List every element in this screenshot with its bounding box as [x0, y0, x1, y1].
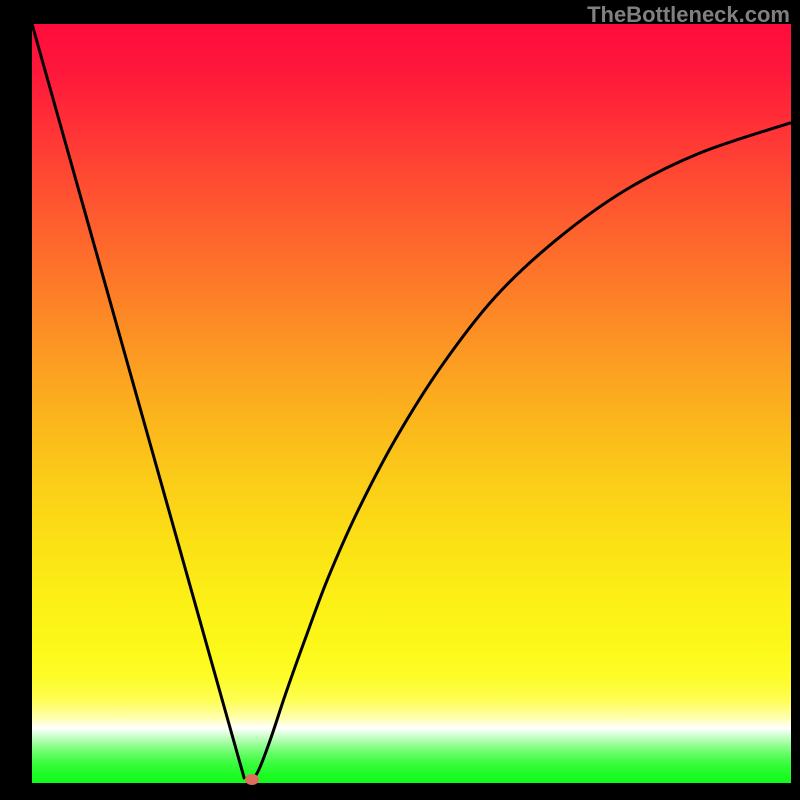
chart-plot-area — [32, 24, 791, 783]
curve-left-branch — [32, 24, 245, 779]
watermark-label: TheBottleneck.com — [587, 2, 790, 28]
curve-right-branch — [252, 123, 791, 782]
curve-minimum-marker — [245, 774, 259, 785]
chart-curve-svg — [32, 24, 791, 783]
